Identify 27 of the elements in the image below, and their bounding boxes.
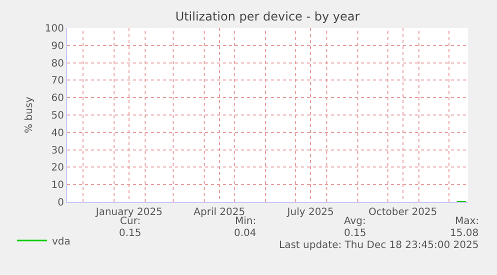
y-tick-label: 40 — [51, 128, 64, 139]
y-tick-label: 90 — [51, 40, 64, 52]
text: Last update: Thu Dec 18 23:45:00 2025 — [279, 240, 479, 251]
y-tick-label: 60 — [51, 93, 64, 104]
text: Avg: — [344, 216, 366, 227]
text: 0.15 — [119, 228, 142, 239]
legend-label: vda — [52, 236, 70, 248]
y-tick-label: 100 — [44, 24, 64, 34]
x-tick-label: January 2025 — [94, 207, 162, 218]
text: Min: — [235, 216, 256, 227]
x-tick-label: October 2025 — [368, 207, 438, 218]
text: 0.04 — [234, 228, 256, 239]
y-tick-label: 0 — [58, 198, 64, 208]
y-tick-label: 10 — [51, 180, 64, 192]
x-tick-label: April 2025 — [194, 207, 246, 218]
y-tick-label: 70 — [51, 76, 64, 87]
text: Max: — [455, 216, 480, 227]
y-tick-label: 30 — [51, 145, 64, 156]
y-tick-label: 50 — [51, 110, 64, 122]
chart-title: Utilization per device - by year — [175, 9, 360, 24]
y-tick-label: 80 — [51, 58, 64, 70]
text: 15.08 — [450, 228, 479, 239]
y-axis-title: % busy — [24, 96, 35, 134]
text: 0.15 — [344, 228, 366, 239]
y-tick-label: 20 — [51, 162, 64, 174]
x-tick-label: July 2025 — [286, 207, 334, 218]
text: Cur: — [120, 216, 141, 227]
